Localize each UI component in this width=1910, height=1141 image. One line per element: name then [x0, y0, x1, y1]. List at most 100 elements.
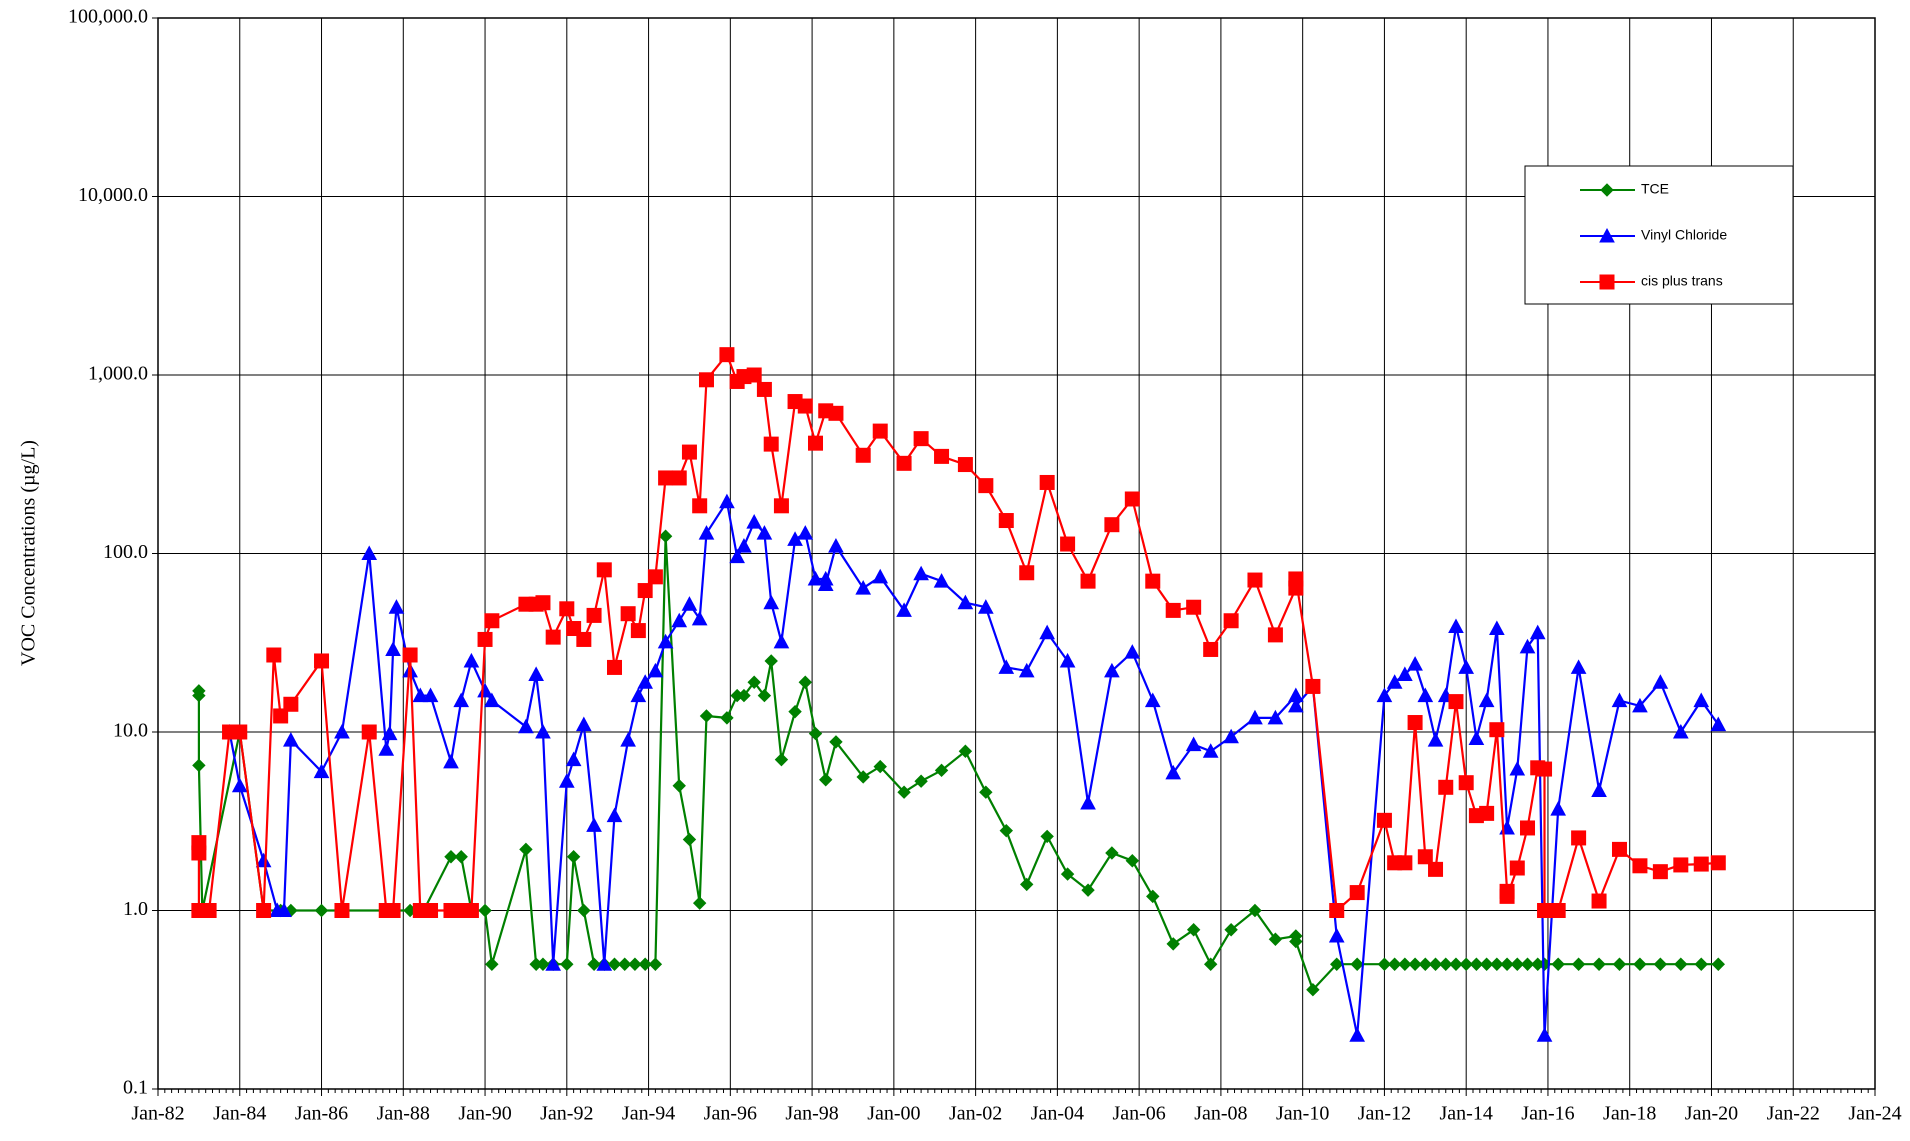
marker	[856, 770, 870, 784]
marker	[231, 777, 248, 793]
marker	[1166, 937, 1180, 951]
marker	[1537, 761, 1553, 777]
marker	[1376, 687, 1393, 703]
marker	[699, 709, 714, 723]
marker	[978, 599, 994, 614]
marker	[1397, 855, 1413, 871]
marker	[1124, 491, 1140, 507]
marker	[934, 448, 950, 464]
marker	[1468, 730, 1485, 745]
x-tick-label: Jan-98	[785, 1103, 838, 1125]
marker	[681, 596, 698, 611]
marker	[671, 470, 687, 486]
marker	[999, 823, 1013, 838]
marker	[1673, 857, 1689, 873]
marker	[1144, 692, 1161, 708]
marker	[191, 845, 207, 861]
legend-box	[1524, 165, 1794, 305]
marker	[1407, 656, 1423, 671]
marker	[586, 817, 602, 832]
marker	[1203, 641, 1219, 657]
marker	[1694, 957, 1708, 971]
marker	[518, 718, 534, 734]
marker	[757, 688, 772, 703]
marker	[201, 903, 217, 918]
marker	[828, 405, 844, 421]
x-tick-label: Jan-16	[1521, 1103, 1574, 1125]
marker	[1288, 697, 1304, 713]
plot-frame	[157, 17, 1876, 1090]
marker	[276, 902, 292, 917]
marker	[1537, 903, 1553, 918]
marker	[1458, 659, 1475, 674]
marker	[361, 545, 378, 560]
marker	[1105, 846, 1119, 860]
marker	[314, 903, 329, 918]
marker	[788, 704, 802, 719]
marker	[607, 957, 622, 971]
x-tick-label: Jan-96	[704, 1103, 757, 1125]
marker	[737, 688, 751, 703]
x-tick-label: Jan-84	[213, 1103, 266, 1125]
marker	[958, 744, 973, 758]
marker	[334, 723, 350, 739]
marker	[283, 696, 299, 712]
marker	[1469, 957, 1484, 971]
marker	[637, 583, 653, 599]
marker	[628, 957, 642, 971]
marker	[1652, 864, 1668, 880]
marker	[1186, 923, 1201, 937]
marker	[1019, 565, 1035, 581]
marker	[671, 612, 688, 628]
marker	[1711, 957, 1725, 971]
marker	[630, 623, 646, 639]
marker	[463, 903, 479, 918]
legend-marker	[1600, 183, 1614, 197]
marker	[1060, 536, 1076, 552]
marker	[255, 852, 272, 868]
legend: TCE Vinyl Chloride cis plus trans	[1524, 165, 1794, 305]
x-tick-label: Jan-12	[1358, 1103, 1411, 1125]
marker	[808, 726, 823, 741]
marker	[577, 903, 591, 918]
marker	[1571, 957, 1586, 971]
marker	[957, 457, 973, 473]
marker	[1186, 599, 1202, 615]
marker	[1185, 736, 1202, 752]
marker	[829, 735, 843, 749]
marker	[1039, 474, 1055, 490]
marker	[1039, 624, 1055, 640]
x-tick-label: Jan-06	[1112, 1103, 1165, 1125]
marker	[1305, 678, 1321, 694]
x-tick-label: Jan-86	[295, 1103, 348, 1125]
legend-marker	[1599, 274, 1615, 290]
marker	[1520, 820, 1536, 836]
marker	[606, 807, 623, 823]
marker	[266, 647, 282, 663]
marker	[1509, 860, 1525, 876]
marker	[1591, 782, 1607, 798]
marker	[334, 903, 350, 918]
marker	[378, 741, 395, 756]
x-tick-label: Jan-92	[540, 1103, 593, 1125]
marker	[638, 957, 652, 971]
marker	[872, 423, 888, 439]
marker	[1653, 957, 1668, 971]
marker	[896, 455, 912, 471]
marker	[1459, 957, 1473, 971]
marker	[1500, 957, 1514, 971]
marker	[817, 576, 834, 592]
marker	[1306, 982, 1320, 997]
marker	[1693, 692, 1710, 708]
marker	[453, 692, 470, 708]
marker	[586, 607, 602, 623]
marker	[1612, 957, 1627, 971]
marker	[855, 447, 871, 463]
marker	[1551, 957, 1565, 971]
marker	[576, 631, 592, 647]
y-tick-label: 100.0	[103, 541, 148, 563]
legend-label: TCE	[1641, 181, 1669, 197]
marker	[756, 381, 772, 397]
marker	[630, 687, 647, 703]
marker	[698, 525, 715, 540]
